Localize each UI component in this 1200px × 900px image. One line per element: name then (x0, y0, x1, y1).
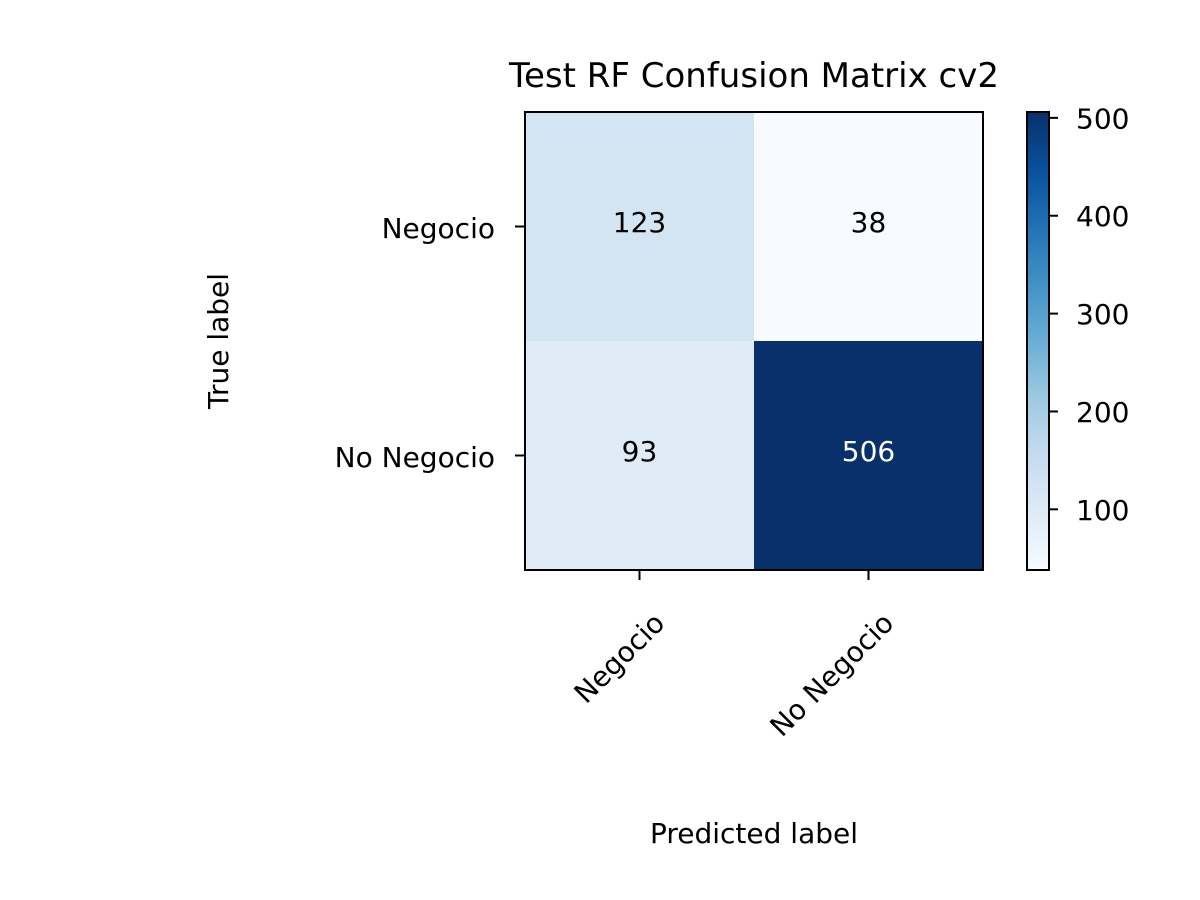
colorbar-tick-label: 500 (1076, 102, 1129, 135)
colorbar-tick-label: 200 (1076, 396, 1129, 429)
heatmap-cell (525, 341, 754, 570)
cell-value-label: 38 (851, 206, 887, 239)
heatmap-cell (754, 112, 983, 341)
cell-value-label: 123 (613, 206, 666, 239)
cell-value-label: 93 (622, 435, 658, 468)
heatmap-cells: 123 38 93 506 (525, 112, 983, 570)
plot-frame (524, 111, 984, 571)
x-tick-label: Negocio (568, 606, 672, 710)
heatmap-cell (754, 341, 983, 570)
colorbar-ticks: 100 200 300 400 500 (1049, 102, 1129, 527)
colorbar-tick-label: 400 (1076, 200, 1129, 233)
x-tick-label: No Negocio (763, 606, 900, 743)
colorbar (1026, 111, 1050, 571)
heatmap-cell (525, 112, 754, 341)
x-axis-label: Predicted label (650, 817, 858, 850)
y-axis-label: True label (202, 273, 235, 410)
colorbar-tick-label: 100 (1076, 494, 1129, 527)
cell-value-label: 506 (842, 435, 895, 468)
y-tick-label: Negocio (382, 212, 495, 245)
chart-title: Test RF Confusion Matrix cv2 (508, 56, 999, 96)
y-tick-label: No Negocio (335, 441, 495, 474)
colorbar-tick-label: 300 (1076, 298, 1129, 331)
